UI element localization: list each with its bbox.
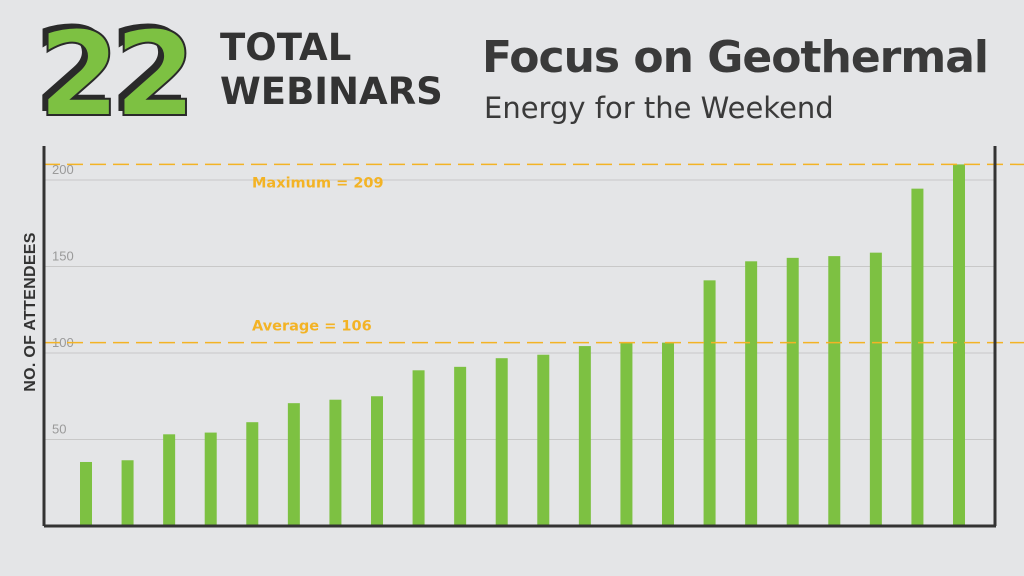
bar — [578, 346, 591, 526]
bar — [80, 461, 92, 526]
total-count-label: TOTAL WEBINARS — [220, 26, 443, 114]
bar — [329, 399, 342, 526]
reference-line-label: Average = 106 — [252, 319, 372, 335]
page-title: Focus on Geothermal — [482, 32, 989, 83]
bar — [786, 257, 799, 526]
y-tick-label: 50 — [52, 422, 66, 437]
y-tick-label: 150 — [52, 249, 74, 264]
y-tick-label: 100 — [52, 335, 74, 350]
bars — [80, 164, 965, 526]
bar — [828, 256, 841, 526]
page-subtitle: Energy for the Weekend — [484, 91, 834, 125]
total-label-line2: WEBINARS — [220, 70, 443, 113]
bar — [703, 280, 716, 526]
axes — [42, 146, 997, 528]
bar — [204, 432, 217, 526]
bar — [412, 370, 425, 526]
bar — [537, 354, 550, 526]
bar — [454, 366, 467, 526]
total-count: 22 — [37, 4, 197, 144]
bar — [371, 396, 383, 526]
bar — [745, 261, 758, 526]
bar — [287, 403, 300, 526]
bar — [662, 342, 674, 526]
bar — [246, 422, 259, 526]
y-tick-labels: 50 100 150 200 — [52, 162, 74, 437]
bar — [163, 434, 176, 526]
bar — [620, 342, 633, 526]
bar — [121, 460, 134, 526]
reference-line-label: Maximum = 209 — [252, 175, 384, 191]
bar — [495, 358, 508, 526]
gridlines — [44, 179, 995, 440]
bar — [911, 188, 924, 526]
y-tick-label: 200 — [52, 162, 74, 177]
bar — [953, 164, 965, 526]
total-label-line1: TOTAL — [220, 26, 352, 69]
bar — [869, 252, 882, 526]
reference-lines: Maximum = 209 Average = 106 — [44, 163, 1024, 344]
